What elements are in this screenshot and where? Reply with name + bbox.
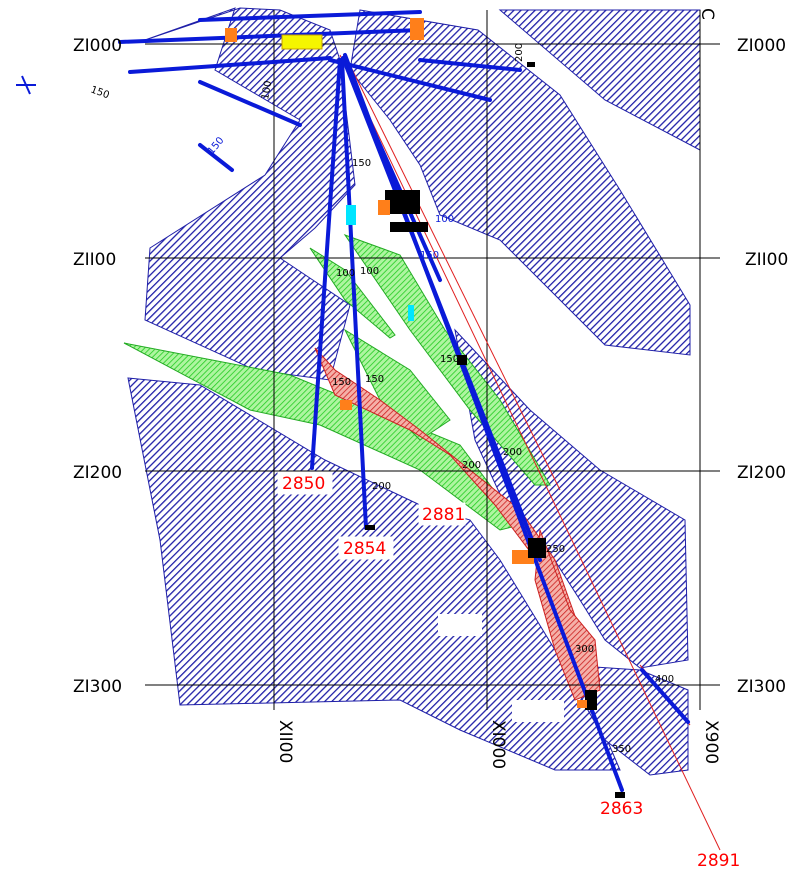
trace-top-5 <box>418 58 522 72</box>
hole-label-2881: 2881 <box>422 505 465 525</box>
blue-unit-polygons <box>127 7 701 776</box>
z-label-1300-right: ZI300 <box>737 677 786 697</box>
hole-label-2891: 2891 <box>697 851 740 871</box>
intercept-yellow <box>281 34 323 50</box>
depth-mark: 200 <box>372 481 391 492</box>
hole-labels: 2850 2854 2881 2863 2891 <box>277 471 740 871</box>
trace-top-3 <box>198 10 422 22</box>
hole-2881-box <box>418 502 466 526</box>
depth-mark: 150 <box>420 250 439 261</box>
z-label-1100-left: ZII00 <box>73 250 116 270</box>
blue-unit-upper-right <box>349 9 691 356</box>
edge-glyph: C <box>697 8 717 20</box>
trace-top-1 <box>118 28 422 44</box>
intercept-markers <box>225 18 625 798</box>
z-label-1300-left: ZI300 <box>73 677 122 697</box>
depth-mark: 100 <box>260 80 274 101</box>
intercept-black-4 <box>585 690 597 710</box>
z-label-1100-right: ZII00 <box>745 250 788 270</box>
trace-short-right <box>640 668 690 724</box>
blue-unit-upper-left <box>144 7 356 381</box>
intercept-black-3 <box>528 538 546 558</box>
intercept-cyan-2 <box>408 305 414 321</box>
trace-2850 <box>310 58 342 470</box>
depth-mark: 100 <box>336 268 355 279</box>
hole-2850-box <box>277 471 333 495</box>
depth-mark: 150 <box>352 158 371 169</box>
trace-2891 <box>339 54 721 851</box>
z-label-1200-right: ZI200 <box>737 463 786 483</box>
grid-lines <box>145 10 720 710</box>
trace-2863 <box>343 53 624 792</box>
trace-top-6 <box>198 80 302 127</box>
grid-labels: ZI000 ZI000 ZII00 ZII00 ZI200 ZI200 ZI30… <box>73 36 788 769</box>
depth-mark: 150 <box>89 84 111 101</box>
intercept-orange-2 <box>410 18 424 40</box>
depth-mark: 200 <box>503 447 522 458</box>
intercept-cyan-1 <box>346 205 356 225</box>
z-label-1000-right: ZI000 <box>737 36 786 56</box>
intercept-black-1 <box>385 190 420 214</box>
trace-2854 <box>340 58 368 530</box>
cross-arrow-icon <box>16 75 36 95</box>
white-gap-2 <box>512 700 564 722</box>
depth-mark: 400 <box>655 674 674 685</box>
intercept-orange-4 <box>340 400 352 410</box>
depth-mark: 150 <box>440 354 459 365</box>
intercept-black-6 <box>365 525 375 530</box>
depth-mark: 100 <box>435 214 454 225</box>
x-label-1000: XI000 <box>488 720 508 769</box>
green-zone-2 <box>123 342 521 531</box>
depth-mark: 300 <box>575 644 594 655</box>
red-zone-1 <box>314 347 601 691</box>
depth-mark: 350 <box>612 744 631 755</box>
trace-top-4 <box>328 58 492 102</box>
trace-top-2 <box>128 56 332 74</box>
trace-2863-thin <box>344 54 561 491</box>
intercept-orange-3 <box>378 200 390 215</box>
intercept-orange-1 <box>225 28 237 42</box>
depth-mark: 200 <box>462 460 481 471</box>
green-zone-4 <box>343 328 451 441</box>
blue-hole-traces <box>118 10 690 792</box>
hole-label-2854: 2854 <box>343 539 386 559</box>
hole-label-2863: 2863 <box>600 799 643 819</box>
depth-mark: 150 <box>206 135 227 157</box>
depth-mark: 250 <box>546 544 565 555</box>
z-label-1200-left: ZI200 <box>73 463 122 483</box>
depth-mark: 100 <box>360 266 379 277</box>
z-label-1000-left: ZI000 <box>73 36 122 56</box>
green-zone-3 <box>343 233 551 486</box>
intercept-orange-6 <box>577 700 587 708</box>
x-label-900: X900 <box>701 720 721 764</box>
trace-top-7 <box>198 143 234 172</box>
white-gap-1 <box>438 614 482 636</box>
intercept-black-2 <box>390 222 428 232</box>
x-label-1100: XII00 <box>275 720 295 763</box>
intercept-black-5 <box>527 62 535 67</box>
depth-marks: 150 200 150 100 100 100 100 150 150 150 … <box>89 43 674 755</box>
hole-label-2850: 2850 <box>282 474 325 494</box>
intercept-black-8 <box>457 355 467 365</box>
hole-2854-box <box>338 536 394 560</box>
depth-mark: 150 <box>365 374 384 385</box>
depth-mark: 200 <box>514 43 525 62</box>
depth-mark: 150 <box>332 377 351 388</box>
intercept-black-7 <box>615 792 625 798</box>
